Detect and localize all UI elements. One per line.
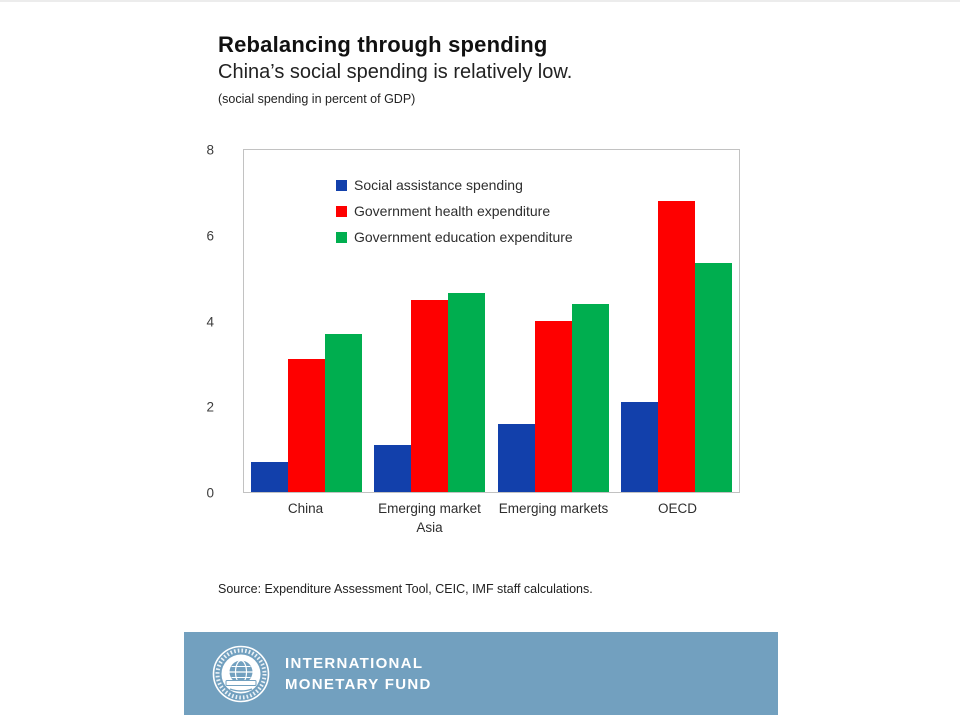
x-axis-label-emerging-markets: Emerging markets [498, 501, 609, 516]
unit-note: (social spending in percent of GDP) [218, 92, 416, 106]
legend-swatch-icon [336, 205, 347, 217]
x-axis-labels: China Emerging market Asia Emerging market… [243, 500, 740, 538]
legend-label: Social assistance spending [354, 177, 523, 193]
footer-org-line2: MONETARY FUND [285, 675, 432, 693]
bar-social-assistance-spending-oecd [620, 402, 658, 492]
footer-org-name: INTERNATIONAL MONETARY FUND [285, 653, 432, 695]
chart-subtitle: China’s social spending is relatively lo… [218, 61, 573, 83]
x-axis-label-emerging-market-asia: Emerging market Asia [378, 501, 481, 535]
bar-government-education-expenditure-oecd [694, 263, 732, 492]
chart-title: Rebalancing through spending [218, 32, 548, 57]
legend-item-government-health-expenditure: Government health expenditure [336, 203, 573, 219]
bar-group-emerging-markets [497, 150, 609, 492]
footer-band: INTERNATIONAL MONETARY FUND [184, 632, 778, 715]
bar-government-education-expenditure-china [325, 333, 362, 492]
footer-org-line1: INTERNATIONAL [285, 654, 424, 672]
bar-social-assistance-spending-emerging-markets [497, 423, 535, 492]
y-tick-2: 2 [206, 399, 214, 415]
legend: Social assistance spending Government hea… [336, 177, 573, 245]
legend-swatch-icon [336, 179, 347, 191]
legend-label: Government education expenditure [354, 229, 573, 245]
bar-groups [244, 150, 739, 492]
imf-seal-logo [212, 645, 270, 702]
bar-government-education-expenditure-emerging-market-asia [448, 293, 486, 492]
legend-item-government-education-expenditure: Government education expenditure [336, 229, 573, 245]
bar-government-health-expenditure-emerging-markets [534, 321, 572, 492]
bar-social-assistance-spending-china [251, 462, 288, 492]
chart-header: Rebalancing through spending China’s soc… [218, 32, 778, 106]
x-axis-label-oecd: OECD [657, 501, 697, 516]
bar-group-oecd [620, 150, 732, 492]
bar-group-emerging-market-asia [374, 150, 486, 492]
x-axis-label-china: China [287, 501, 324, 516]
bar-government-education-expenditure-emerging-markets [571, 303, 609, 492]
bar-government-health-expenditure-china [288, 359, 325, 492]
bar-government-health-expenditure-emerging-market-asia [411, 299, 449, 492]
legend-item-social-assistance-spending: Social assistance spending [336, 177, 573, 193]
bar-government-health-expenditure-oecd [657, 201, 695, 492]
legend-label: Government health expenditure [354, 203, 551, 219]
y-tick-0: 0 [206, 485, 214, 501]
y-tick-8: 8 [206, 142, 214, 158]
source-note: Source: Expenditure Assessment Tool, CEI… [218, 582, 593, 596]
legend-swatch-icon [336, 231, 347, 243]
bar-social-assistance-spending-emerging-market-asia [374, 444, 412, 492]
y-tick-6: 6 [206, 228, 214, 244]
bar-group-china [251, 150, 362, 492]
plot-area: Social assistance spending Government hea… [243, 149, 740, 493]
y-tick-4: 4 [206, 314, 214, 329]
y-axis-ticks: 0 2 4 6 8 [188, 143, 228, 501]
